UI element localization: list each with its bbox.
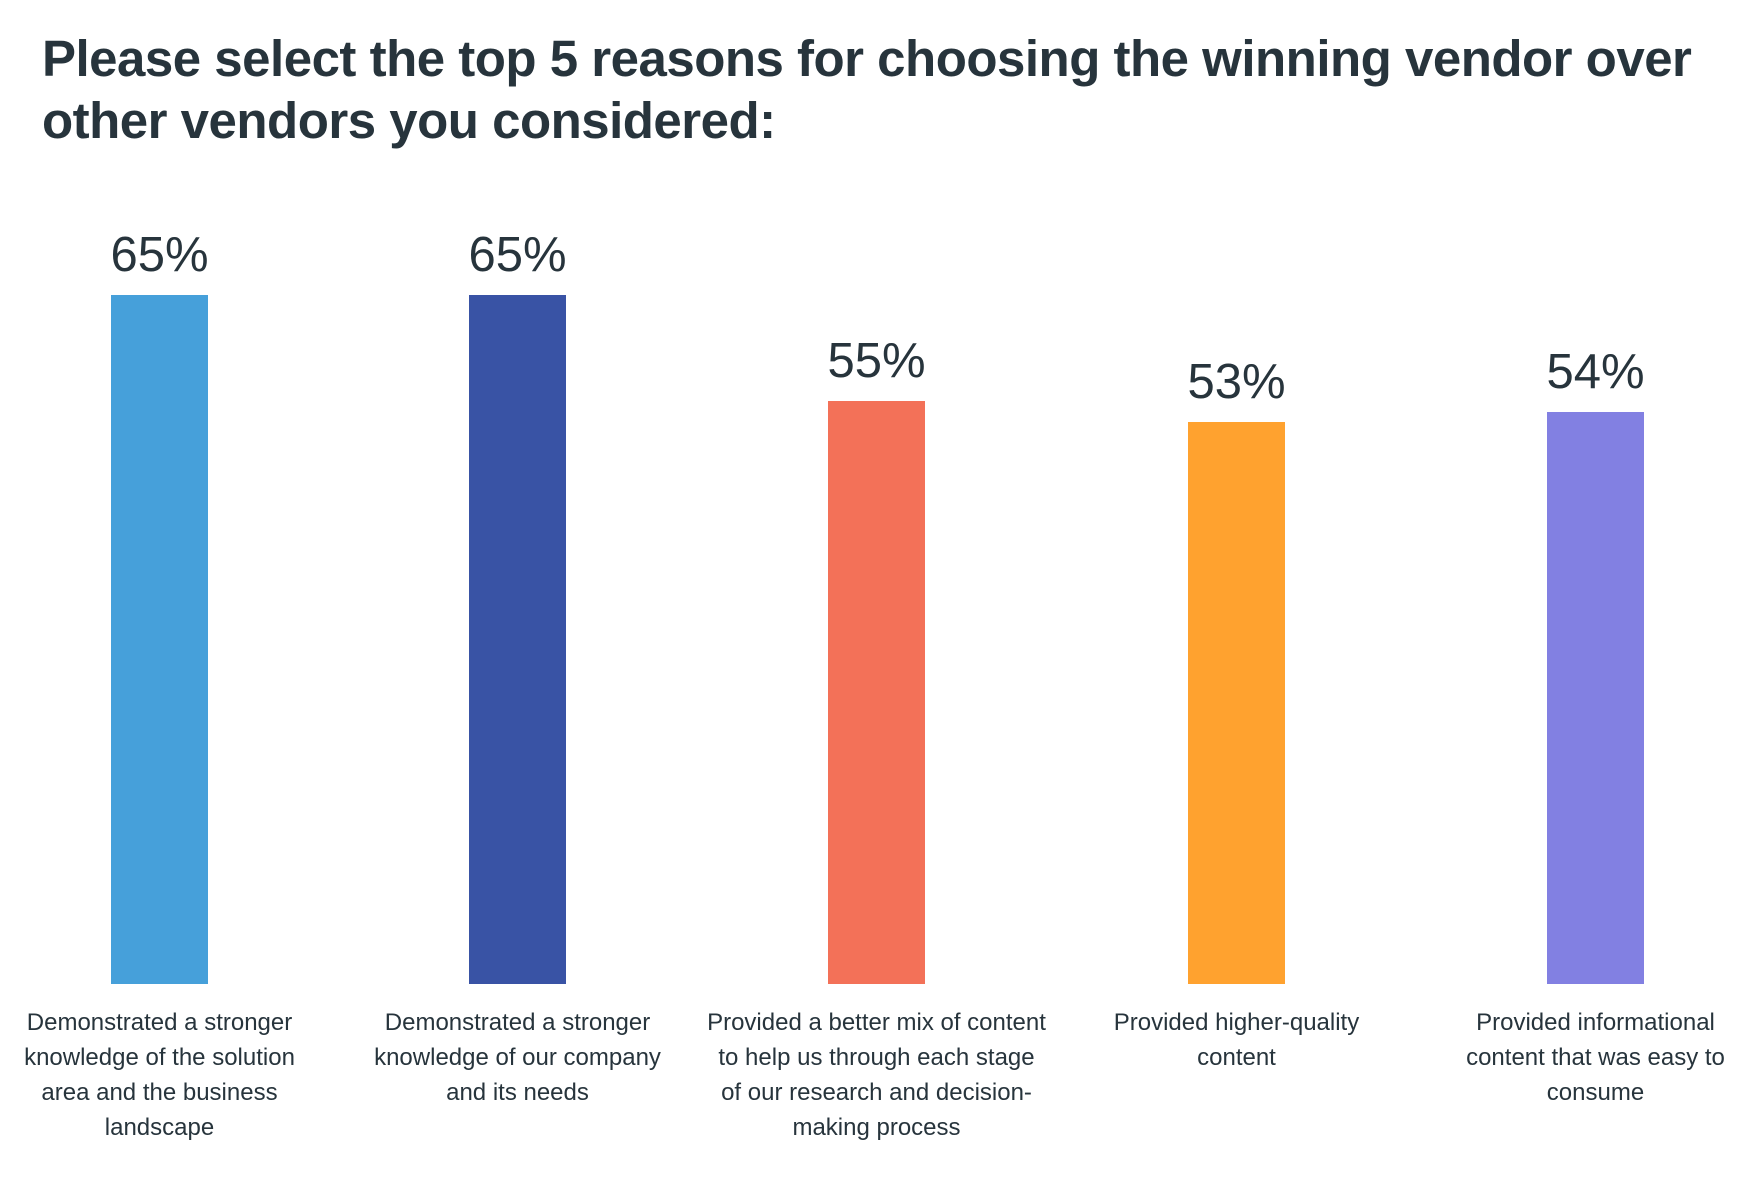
data-label: 65% <box>110 228 209 282</box>
data-label: 54% <box>1546 344 1645 399</box>
bar <box>111 295 208 984</box>
category-label: Provided a better mix of content to help… <box>707 1009 1046 1141</box>
bar <box>1188 422 1285 984</box>
category-label: Demonstrated a stronger knowledge of our… <box>374 1009 661 1106</box>
data-label: 55% <box>827 334 926 388</box>
chart-title: Please select the top 5 reasons for choo… <box>42 30 1692 149</box>
bar <box>1547 411 1644 984</box>
data-label: 53% <box>1187 355 1286 410</box>
data-label: 65% <box>468 228 567 282</box>
category-label: Demonstrated a stronger knowledge of the… <box>24 1009 295 1141</box>
bar <box>469 295 566 984</box>
bar <box>828 401 925 984</box>
category-label: Provided informational content that was … <box>1466 1009 1725 1106</box>
category-label: Provided higher-quality content <box>1113 1009 1360 1071</box>
